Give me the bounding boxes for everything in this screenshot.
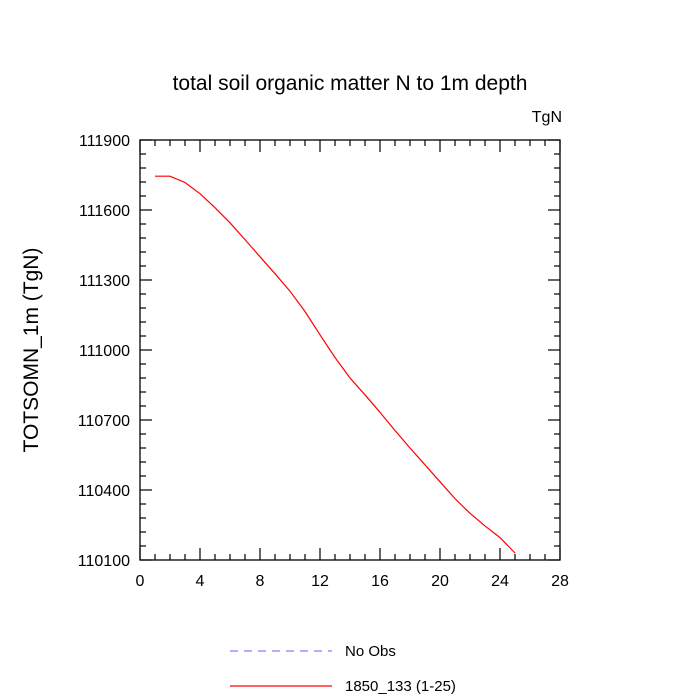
y-tick-label: 110700 <box>78 413 130 430</box>
x-tick-label: 16 <box>371 573 389 590</box>
x-tick-label: 0 <box>136 573 145 590</box>
y-tick-label: 110100 <box>78 553 130 570</box>
y-tick-label: 111900 <box>79 133 130 150</box>
y-tick-label: 111000 <box>79 343 130 360</box>
legend-label: No Obs <box>345 643 396 660</box>
series-layer <box>155 175 516 554</box>
series-line <box>155 175 516 554</box>
legend-label: 1850_133 (1-25) <box>345 678 456 695</box>
x-tick-label: 28 <box>551 573 569 590</box>
x-tick-label: 24 <box>491 573 509 590</box>
units-label: TgN <box>532 109 562 126</box>
x-tick-label: 12 <box>311 573 329 590</box>
axis-ticks <box>139 139 561 561</box>
legend: No Obs 1850_133 (1-25) <box>230 643 456 695</box>
plot-frame <box>139 139 561 561</box>
y-tick-label: 111600 <box>79 203 130 220</box>
y-tick-label: 111300 <box>79 273 130 290</box>
x-tick-label: 20 <box>431 573 449 590</box>
y-axis-label: TOTSOMN_1m (TgN) <box>20 248 43 453</box>
chart-title: total soil organic matter N to 1m depth <box>173 72 528 95</box>
x-tick-label: 4 <box>196 573 205 590</box>
y-tick-label: 110400 <box>78 483 130 500</box>
x-tick-label: 8 <box>256 573 265 590</box>
tick-labels: 0 4 8 12 16 20 24 28 110100 110400 110700 111000 111… <box>78 133 569 590</box>
